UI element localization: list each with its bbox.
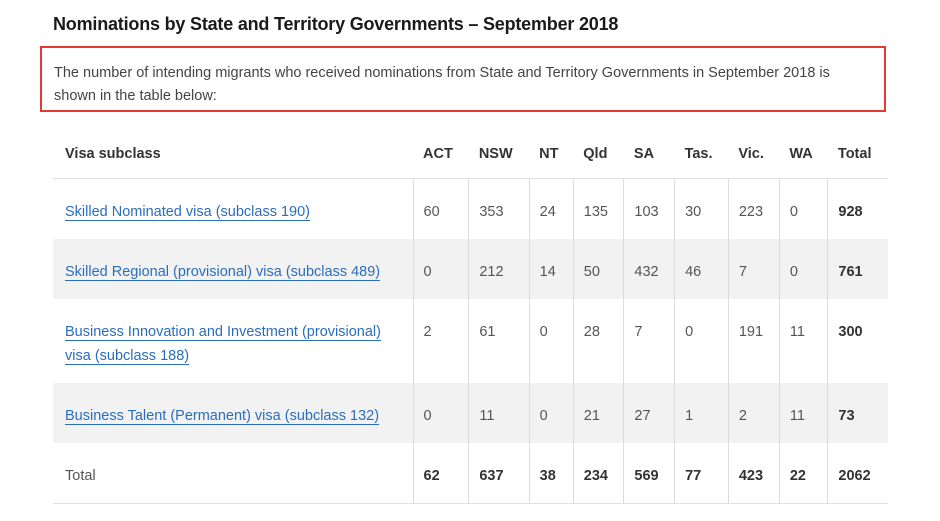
total-value-cell: 423 [727,443,780,504]
value-cell: 103 [623,178,675,239]
value-cell: 212 [468,239,530,299]
value-cell: 30 [674,178,729,239]
total-value-cell: 38 [528,443,574,504]
value-cell: 0 [412,383,469,443]
value-cell: 11 [468,383,530,443]
value-cell: 24 [528,178,574,239]
header-act: ACT [413,130,469,179]
total-value-cell: 569 [623,443,675,504]
value-cell: 46 [674,239,729,299]
value-cell: 60 [412,178,469,239]
value-cell: 11 [778,383,828,443]
value-cell: 11 [778,299,828,383]
header-sa: SA [623,130,675,179]
visa-cell: Business Talent (Permanent) visa (subcla… [53,383,413,443]
header-nt: NT [529,130,574,179]
total-value-cell: 22 [778,443,828,504]
value-cell: 0 [528,383,574,443]
value-cell: 2 [412,299,469,383]
value-cell: 7 [727,239,780,299]
header-tas: Tas. [674,130,729,179]
value-cell: 1 [674,383,729,443]
total-label: Total [53,443,413,504]
page-title: Nominations by State and Territory Gover… [53,14,619,34]
value-cell: 14 [528,239,574,299]
total-value-cell: 234 [572,443,624,504]
row-total-cell: 928 [827,178,888,239]
header-total: Total [827,130,888,179]
value-cell: 0 [412,239,469,299]
table-row: Skilled Regional (provisional) visa (sub… [53,239,888,299]
nominations-table: Visa subclass ACT NSW NT Qld SA Tas. Vic… [53,130,888,504]
table-row: Business Innovation and Investment (prov… [53,299,888,383]
visa-link-190[interactable]: Skilled Nominated visa (subclass 190) [65,204,310,221]
value-cell: 0 [674,299,729,383]
value-cell: 7 [623,299,675,383]
value-cell: 432 [623,239,675,299]
value-cell: 50 [572,239,624,299]
value-cell: 223 [727,178,780,239]
visa-link-489[interactable]: Skilled Regional (provisional) visa (sub… [65,264,381,281]
value-cell: 0 [778,178,828,239]
visa-link-132[interactable]: Business Talent (Permanent) visa (subcla… [65,408,380,425]
header-vic: Vic. [728,130,780,179]
table-header-row: Visa subclass ACT NSW NT Qld SA Tas. Vic… [53,130,888,179]
visa-cell: Business Innovation and Investment (prov… [53,299,413,383]
row-total-cell: 761 [827,239,888,299]
value-cell: 28 [572,299,624,383]
row-total-cell: 73 [827,383,888,443]
header-nsw: NSW [468,130,530,179]
header-visa-subclass: Visa subclass [53,130,413,179]
total-value-cell: 77 [674,443,729,504]
visa-cell: Skilled Nominated visa (subclass 190) [53,179,413,240]
value-cell: 353 [468,178,530,239]
total-value-cell: 637 [468,443,530,504]
intro-highlight-box: The number of intending migrants who rec… [40,46,886,112]
visa-cell: Skilled Regional (provisional) visa (sub… [53,239,413,299]
row-total-cell: 300 [827,299,888,383]
visa-link-188[interactable]: Business Innovation and Investment (prov… [65,324,381,365]
value-cell: 61 [468,299,530,383]
value-cell: 27 [623,383,675,443]
header-wa: WA [779,130,828,179]
table-row: Business Talent (Permanent) visa (subcla… [53,383,888,443]
grand-total-cell: 2062 [827,443,888,504]
value-cell: 0 [528,299,574,383]
header-qld: Qld [573,130,624,179]
total-value-cell: 62 [412,443,469,504]
table-row: Skilled Nominated visa (subclass 190) 60… [53,178,888,240]
value-cell: 0 [778,239,828,299]
value-cell: 191 [727,299,780,383]
value-cell: 2 [727,383,780,443]
value-cell: 21 [572,383,624,443]
total-row: Total 62 637 38 234 569 77 423 22 2062 [53,443,888,504]
value-cell: 135 [572,178,624,239]
intro-text: The number of intending migrants who rec… [54,65,830,104]
